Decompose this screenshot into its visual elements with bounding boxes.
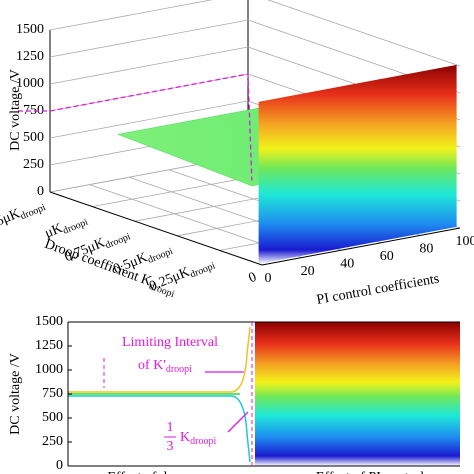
tick-label-sub: droopi [62,217,91,237]
annotation-main: K [180,430,190,445]
grid-line [49,0,461,67]
tick-label: 1.25μKdroopi [0,197,48,238]
z-tick-label: 1250 [16,49,44,64]
x-tick-label: 20 [301,264,315,279]
tick-label-main: μK [43,221,65,242]
annotation-sub: droopi [190,436,216,447]
z-tick-label: 1500 [16,22,44,37]
y-tick-label: 0 [56,458,63,473]
annotation: of K'droopi [138,358,192,375]
y-tick-label: 1500 [35,314,63,329]
z-tick-label: 0 [37,184,44,199]
z-axis-title: DC voltage /V [8,69,23,151]
annotation: 1 [167,420,174,435]
y-tick-label: 250 [42,434,63,449]
annotation: Limiting Interval [122,335,218,350]
z-tick-label: 750 [23,103,44,118]
axis-edge [261,227,461,266]
y-tick-label: 1000 [35,362,63,377]
y-tick-label: 1250 [35,338,63,353]
tick-label-sub: droopi [19,202,48,222]
x-tick-label: 60 [380,249,394,264]
y-tick-label: 500 [42,410,63,425]
tick-label-sub: droopi [104,232,133,252]
plateau-line [68,395,251,463]
tick-label-sub: droopi [189,261,218,281]
tick-label: 0 [247,270,259,287]
axis-edge [49,191,263,266]
plateau-line [68,326,251,393]
x-tick-label: 80 [419,242,433,257]
x-label: Effect of PI control [316,470,424,474]
z-tick-label: 500 [23,130,44,145]
x-label: Effect of droop [107,470,192,474]
annotation-main: of K' [138,358,166,373]
tick-label-main: 1.25μK [0,207,22,237]
surface-wall [258,64,457,264]
annotation: 3 [167,439,174,454]
grid-line [49,19,461,94]
y-axis-title: DC voltage /V [8,353,23,435]
x-tick-label: 0 [265,271,272,286]
x-tick-label: 40 [340,256,354,271]
annotation-arrow [227,411,249,433]
z-tick-label: 1000 [16,76,44,91]
projection-wall [255,322,460,466]
annotation: Kdroopi [180,430,216,447]
z-tick-label: 250 [23,157,44,172]
x-axis-title: PI control coefficients [316,272,441,308]
x-tick-label: 100 [456,234,474,249]
tick-label-sub: droopi [146,246,175,266]
marker-line [18,73,253,181]
annotation-sub: droopi [166,364,192,375]
y-tick-label: 750 [42,386,63,401]
